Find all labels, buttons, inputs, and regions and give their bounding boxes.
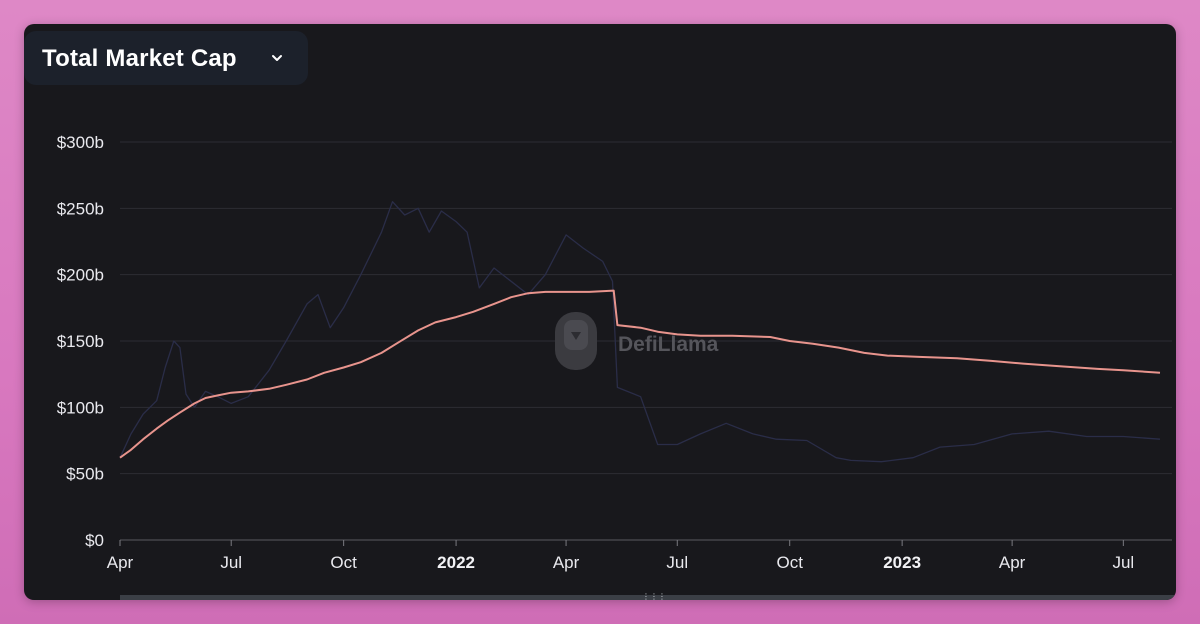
x-tick-label: Jul: [666, 553, 688, 572]
y-tick-label: $300b: [57, 133, 104, 152]
axes: $0 $50b $100b $150b $200b $250b $300b Apr Jul Oct…: [57, 133, 1134, 572]
grid-lines: [120, 141, 1172, 541]
x-tick-label: Apr: [553, 553, 580, 572]
series-line-primary: [119, 289, 1161, 459]
y-tick-label: $50b: [66, 465, 104, 484]
y-tick-label: $250b: [57, 199, 104, 218]
x-tick-label: Oct: [776, 553, 803, 572]
x-tick-label: 2023: [883, 553, 921, 572]
series-line-secondary: [119, 201, 1161, 463]
y-tick-label: $150b: [57, 332, 104, 351]
chart-card: Total Market Cap DefiLlama $0 $50b $100b $1…: [24, 24, 1176, 600]
x-tick-label: Apr: [107, 553, 134, 572]
x-tick-label: Oct: [330, 553, 357, 572]
x-tick-label: Apr: [999, 553, 1026, 572]
metric-selector-label: Total Market Cap: [42, 45, 237, 72]
x-tick-label: Jul: [220, 553, 242, 572]
x-tick-label: 2022: [437, 553, 475, 572]
line-chart[interactable]: DefiLlama $0 $50b $100b $150b $200b $250b $300…: [24, 24, 1176, 600]
x-tick-label: Jul: [1112, 553, 1134, 572]
y-tick-label: $200b: [57, 266, 104, 285]
defillama-watermark: DefiLlama: [555, 312, 719, 370]
range-scrollbar-handle[interactable]: ⋮⋮⋮: [642, 592, 666, 601]
chevron-down-icon: [272, 55, 282, 61]
watermark-text: DefiLlama: [618, 333, 719, 356]
metric-selector-dropdown[interactable]: Total Market Cap: [24, 31, 308, 85]
y-tick-label: $0: [85, 531, 104, 550]
series-layer: [119, 201, 1161, 463]
y-tick-label: $100b: [57, 398, 104, 417]
llama-logo-icon: [555, 312, 597, 370]
range-scrollbar[interactable]: [120, 595, 1176, 600]
